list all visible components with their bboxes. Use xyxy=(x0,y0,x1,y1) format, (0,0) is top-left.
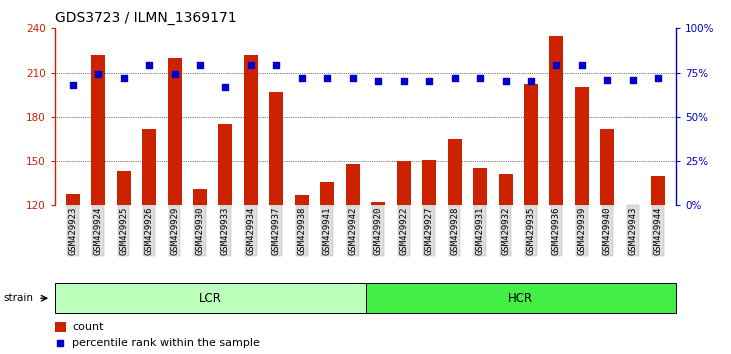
Point xyxy=(245,63,257,68)
Point xyxy=(118,75,129,81)
Point xyxy=(92,72,104,77)
Point xyxy=(322,75,333,81)
Text: HCR: HCR xyxy=(508,292,534,305)
Point xyxy=(347,75,359,81)
Bar xyxy=(55,283,366,313)
Bar xyxy=(269,92,284,205)
Bar xyxy=(116,171,131,205)
Bar xyxy=(244,55,258,205)
Point xyxy=(449,75,461,81)
Bar xyxy=(91,55,105,205)
Point xyxy=(296,75,308,81)
Bar xyxy=(600,129,615,205)
Point xyxy=(67,82,78,88)
Point xyxy=(576,63,588,68)
Bar xyxy=(55,322,66,332)
Bar xyxy=(575,87,589,205)
Point xyxy=(525,79,537,84)
Bar xyxy=(524,84,538,205)
Point xyxy=(194,63,206,68)
Bar xyxy=(371,202,385,205)
Point xyxy=(627,77,639,82)
Bar xyxy=(193,189,207,205)
Bar xyxy=(651,176,665,205)
Bar xyxy=(142,129,156,205)
Text: LCR: LCR xyxy=(199,292,221,305)
Point xyxy=(550,63,562,68)
Point xyxy=(169,72,181,77)
Bar xyxy=(66,194,80,205)
Bar xyxy=(473,169,487,205)
Bar xyxy=(219,124,232,205)
Text: percentile rank within the sample: percentile rank within the sample xyxy=(72,338,260,348)
Bar xyxy=(550,36,564,205)
Point xyxy=(474,75,486,81)
Point xyxy=(423,79,435,84)
Bar xyxy=(295,195,308,205)
Bar xyxy=(423,160,436,205)
Point xyxy=(55,341,67,346)
Bar xyxy=(499,175,512,205)
Text: count: count xyxy=(72,322,104,332)
Point xyxy=(219,84,231,90)
Bar xyxy=(167,58,181,205)
Text: GDS3723 / ILMN_1369171: GDS3723 / ILMN_1369171 xyxy=(55,11,236,25)
Point xyxy=(602,77,613,82)
Point xyxy=(270,63,282,68)
Point xyxy=(372,79,384,84)
Point xyxy=(398,79,409,84)
Text: strain: strain xyxy=(4,293,34,303)
Bar xyxy=(346,164,360,205)
Point xyxy=(500,79,512,84)
Bar xyxy=(366,283,676,313)
Bar xyxy=(447,139,462,205)
Bar xyxy=(320,182,334,205)
Bar xyxy=(397,161,411,205)
Point xyxy=(653,75,664,81)
Point xyxy=(143,63,155,68)
